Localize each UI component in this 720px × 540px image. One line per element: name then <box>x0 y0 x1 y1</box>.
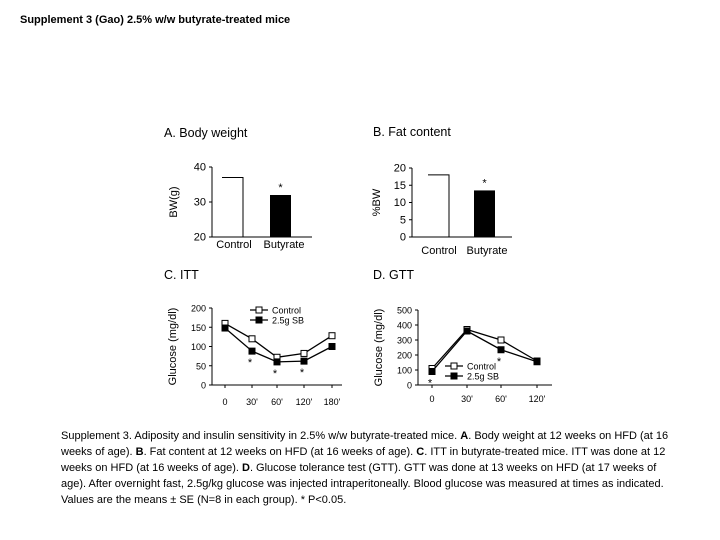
panel-b-letter: B. <box>373 125 385 139</box>
panel-c-letter: C. <box>164 268 177 282</box>
panel-d-letter: D. <box>373 268 386 282</box>
caption-text-a: . Body weight at 12 weeks on HFD (at 16 … <box>61 430 669 458</box>
fat-content-y-tick-label: 20 <box>394 163 406 175</box>
itt-point-0 <box>248 335 256 343</box>
itt-point-0 <box>300 349 308 357</box>
fat-content-category-label: Control <box>421 245 456 257</box>
gtt-y-tick-label: 500 <box>397 306 412 316</box>
caption-letter-b: B <box>135 446 144 458</box>
body-weight-bar-control <box>222 177 244 237</box>
itt-point-1 <box>248 347 256 355</box>
panel-a-title: A. Body weight <box>164 126 247 140</box>
itt-x-tick-label: 180' <box>324 397 341 407</box>
gtt-point-1 <box>497 346 505 354</box>
panel-c-title: C. ITT <box>164 268 199 282</box>
itt-significance-star: * <box>248 357 253 369</box>
gtt-legend-label-0: Control <box>467 362 496 372</box>
itt-point-1 <box>221 324 229 332</box>
gtt-point-1 <box>428 368 436 375</box>
itt-y-tick-label: 150 <box>191 323 206 333</box>
gtt-x-tick-label: 0 <box>429 394 434 404</box>
itt-x-tick-label: 30' <box>246 397 258 407</box>
gtt-point-1 <box>463 327 471 335</box>
gtt-x-tick-label: 120' <box>529 394 546 404</box>
caption-letter-a: A <box>460 430 469 442</box>
itt-significance-star: * <box>300 367 305 379</box>
panel-b-title: B. Fat content <box>373 125 451 139</box>
gtt-y-tick-label: 300 <box>397 336 412 346</box>
itt-series-line-0 <box>224 322 333 358</box>
body-weight-category-label: Control <box>216 239 251 251</box>
gtt-point-1 <box>533 358 541 366</box>
itt-legend-label-0: Control <box>272 306 301 316</box>
itt-point-1 <box>273 358 281 366</box>
itt-point-1 <box>328 343 336 350</box>
gtt-y-tick-label: 0 <box>407 381 412 391</box>
itt-y-tick-label: 50 <box>196 361 206 371</box>
body-weight-bar-butyrate <box>270 195 291 237</box>
fat-content-y-axis-label: %BW <box>371 188 383 216</box>
itt-x-tick-label: 0 <box>222 397 227 407</box>
body-weight-y-tick-label: 30 <box>194 197 206 209</box>
panel-b-name: Fat content <box>388 125 451 139</box>
fat-content-y-tick-label: 5 <box>400 214 406 226</box>
caption-letter-c: C <box>416 446 425 458</box>
panel-d-title: D. GTT <box>373 268 414 282</box>
fat-content-category-label: Butyrate <box>467 245 508 257</box>
gtt-legend-marker-0 <box>450 362 458 370</box>
body-weight-significance-star: * <box>278 182 283 194</box>
panel-a-name: Body weight <box>179 126 248 140</box>
gtt-x-tick-label: 60' <box>495 394 507 404</box>
gtt-significance-star: * <box>428 378 433 390</box>
gtt-significance-star: * <box>497 356 502 368</box>
caption-text-b: . Fat content at 12 weeks on HFD (at 16 … <box>143 446 414 458</box>
caption-letter-d: D <box>241 462 250 474</box>
caption-intro: Supplement 3. Adiposity and insulin sens… <box>61 430 458 442</box>
itt-significance-star: * <box>273 368 278 380</box>
page-title: Supplement 3 (Gao) 2.5% w/w butyrate-tre… <box>20 14 291 26</box>
gtt-y-tick-label: 200 <box>397 351 412 361</box>
body-weight-category-label: Butyrate <box>264 239 305 251</box>
itt-y-axis-label: Glucose (mg/dl) <box>167 308 179 386</box>
figure-caption: Supplement 3. Adiposity and insulin sens… <box>61 428 673 508</box>
caption-text-d: . Glucose tolerance test (GTT). GTT was … <box>61 462 664 506</box>
gtt-series-line-1 <box>431 330 538 372</box>
fat-content-y-tick-label: 15 <box>394 180 406 192</box>
itt-x-tick-label: 120' <box>296 397 313 407</box>
gtt-y-tick-label: 400 <box>397 321 412 331</box>
panel-d-name: GTT <box>388 268 414 282</box>
itt-legend-marker-0 <box>255 306 263 314</box>
fat-content-y-tick-label: 10 <box>394 197 406 209</box>
gtt-legend-marker-1 <box>450 372 458 380</box>
body-weight-y-axis-label: BW(g) <box>168 186 180 217</box>
gtt-point-0 <box>497 336 505 344</box>
itt-y-tick-label: 200 <box>191 304 206 314</box>
itt-legend-label-1: 2.5g SB <box>272 316 304 326</box>
gtt-legend-label-1: 2.5g SB <box>467 372 499 382</box>
body-weight-y-tick-label: 40 <box>194 162 206 174</box>
body-weight-y-tick-label: 20 <box>194 232 206 244</box>
fat-content-bar-butyrate <box>474 190 495 237</box>
itt-y-tick-label: 100 <box>191 342 206 352</box>
itt-x-tick-label: 60' <box>271 397 283 407</box>
panel-a-letter: A. <box>164 126 176 140</box>
gtt-y-tick-label: 100 <box>397 366 412 376</box>
panel-c-name: ITT <box>179 268 199 282</box>
itt-point-0 <box>328 332 336 340</box>
itt-point-1 <box>300 357 308 365</box>
itt-y-tick-label: 0 <box>201 381 206 391</box>
gtt-y-axis-label: Glucose (mg/dl) <box>373 309 385 387</box>
gtt-series-line-0 <box>431 328 538 369</box>
gtt-x-tick-label: 30' <box>461 394 473 404</box>
caption-text-c: . ITT in butyrate-treated mice. ITT was … <box>61 446 666 474</box>
fat-content-y-tick-label: 0 <box>400 232 406 244</box>
fat-content-bar-control <box>428 174 450 237</box>
fat-content-significance-star: * <box>482 177 487 189</box>
itt-legend-marker-1 <box>255 316 263 324</box>
